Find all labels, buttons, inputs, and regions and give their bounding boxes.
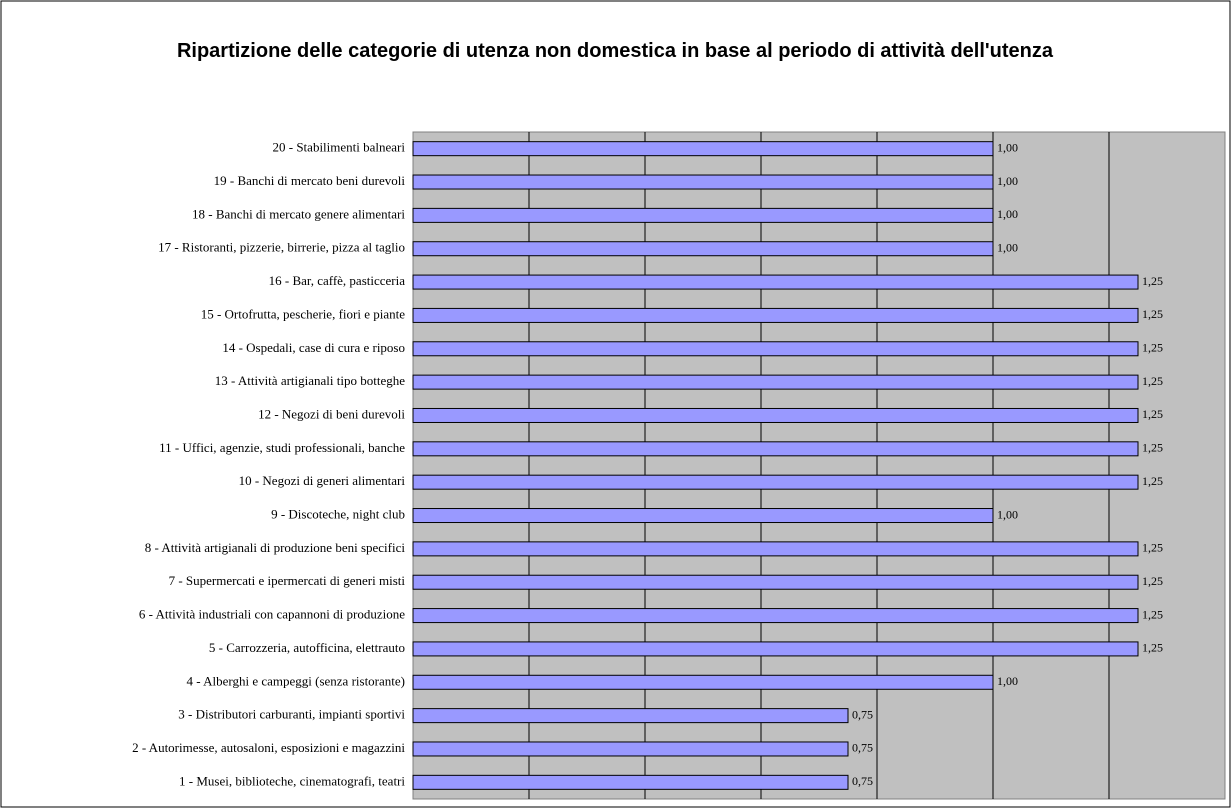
- y-tick-label: 10 - Negozi di generi alimentari: [239, 473, 406, 488]
- bar: [412, 207, 994, 223]
- y-tick-label: 11 - Uffici, agenzie, studi professional…: [159, 440, 405, 455]
- bar: [412, 608, 1139, 624]
- value-label: 1,25: [1142, 441, 1163, 455]
- bar: [412, 307, 1139, 323]
- y-tick-label: 15 - Ortofrutta, pescherie, fiori e pian…: [201, 306, 406, 321]
- value-label: 1,00: [997, 240, 1018, 254]
- value-label: 1,25: [1142, 607, 1163, 621]
- y-tick-label: 9 - Discoteche, night club: [271, 507, 405, 522]
- bar: [412, 574, 1139, 590]
- y-tick-label: 4 - Alberghi e campeggi (senza ristorant…: [186, 673, 405, 688]
- bar: [412, 641, 1139, 657]
- y-tick-label: 12 - Negozi di beni durevoli: [258, 406, 405, 421]
- y-tick-label: 14 - Ospedali, case di cura e riposo: [222, 340, 405, 355]
- value-label: 1,25: [1142, 474, 1163, 488]
- bar: [412, 407, 1139, 423]
- value-label: 1,25: [1142, 374, 1163, 388]
- bar: [412, 274, 1139, 290]
- value-label: 1,00: [997, 140, 1018, 154]
- value-label: 1,25: [1142, 541, 1163, 555]
- y-tick-label: 17 - Ristoranti, pizzerie, birrerie, piz…: [158, 240, 405, 255]
- value-label: 1,25: [1142, 407, 1163, 421]
- value-label: 1,25: [1142, 574, 1163, 588]
- value-label: 1,25: [1142, 274, 1163, 288]
- y-tick-label: 2 - Autorimesse, autosaloni, esposizioni…: [132, 740, 405, 755]
- bar: [412, 508, 994, 524]
- value-label: 1,25: [1142, 341, 1163, 355]
- value-label: 0,75: [852, 774, 873, 788]
- bar: [412, 774, 849, 790]
- y-tick-label: 19 - Banchi di mercato beni durevoli: [214, 173, 406, 188]
- plot-area: [412, 131, 1226, 800]
- value-label: 1,25: [1142, 641, 1163, 655]
- bar: [412, 341, 1139, 357]
- y-tick-label: 3 - Distributori carburanti, impianti sp…: [178, 707, 405, 722]
- bar: [412, 474, 1139, 490]
- y-tick-label: 18 - Banchi di mercato genere alimentari: [192, 206, 405, 221]
- bar: [412, 441, 1139, 457]
- y-tick-label: 20 - Stabilimenti balneari: [273, 140, 406, 155]
- chart-title: Ripartizione delle categorie di utenza n…: [176, 40, 1054, 62]
- value-label: 1,00: [997, 207, 1018, 221]
- y-tick-label: 16 - Bar, caffè, pasticceria: [269, 273, 406, 288]
- y-tick-label: 6 - Attività industriali con capannoni d…: [139, 607, 405, 622]
- value-label: 1,00: [997, 174, 1018, 188]
- bar: [412, 674, 994, 690]
- bar: [412, 141, 994, 157]
- bar: [412, 541, 1139, 557]
- value-label: 0,75: [852, 707, 873, 721]
- value-label: 1,00: [997, 674, 1018, 688]
- bar: [412, 741, 849, 757]
- y-tick-label: 7 - Supermercati e ipermercati di generi…: [169, 573, 406, 588]
- value-label: 0,75: [852, 741, 873, 755]
- value-label: 1,25: [1142, 307, 1163, 321]
- bar: [412, 708, 849, 724]
- y-tick-label: 5 - Carrozzeria, autofficina, elettrauto: [209, 640, 405, 655]
- y-tick-label: 8 - Attività artigianali di produzione b…: [145, 540, 406, 555]
- y-tick-label: 1 - Musei, biblioteche, cinematografi, t…: [179, 773, 405, 788]
- bar: [412, 174, 994, 190]
- y-tick-label: 13 - Attività artigianali tipo botteghe: [215, 373, 405, 388]
- bar: [412, 374, 1139, 390]
- value-label: 1,00: [997, 507, 1018, 521]
- bar: [412, 241, 994, 257]
